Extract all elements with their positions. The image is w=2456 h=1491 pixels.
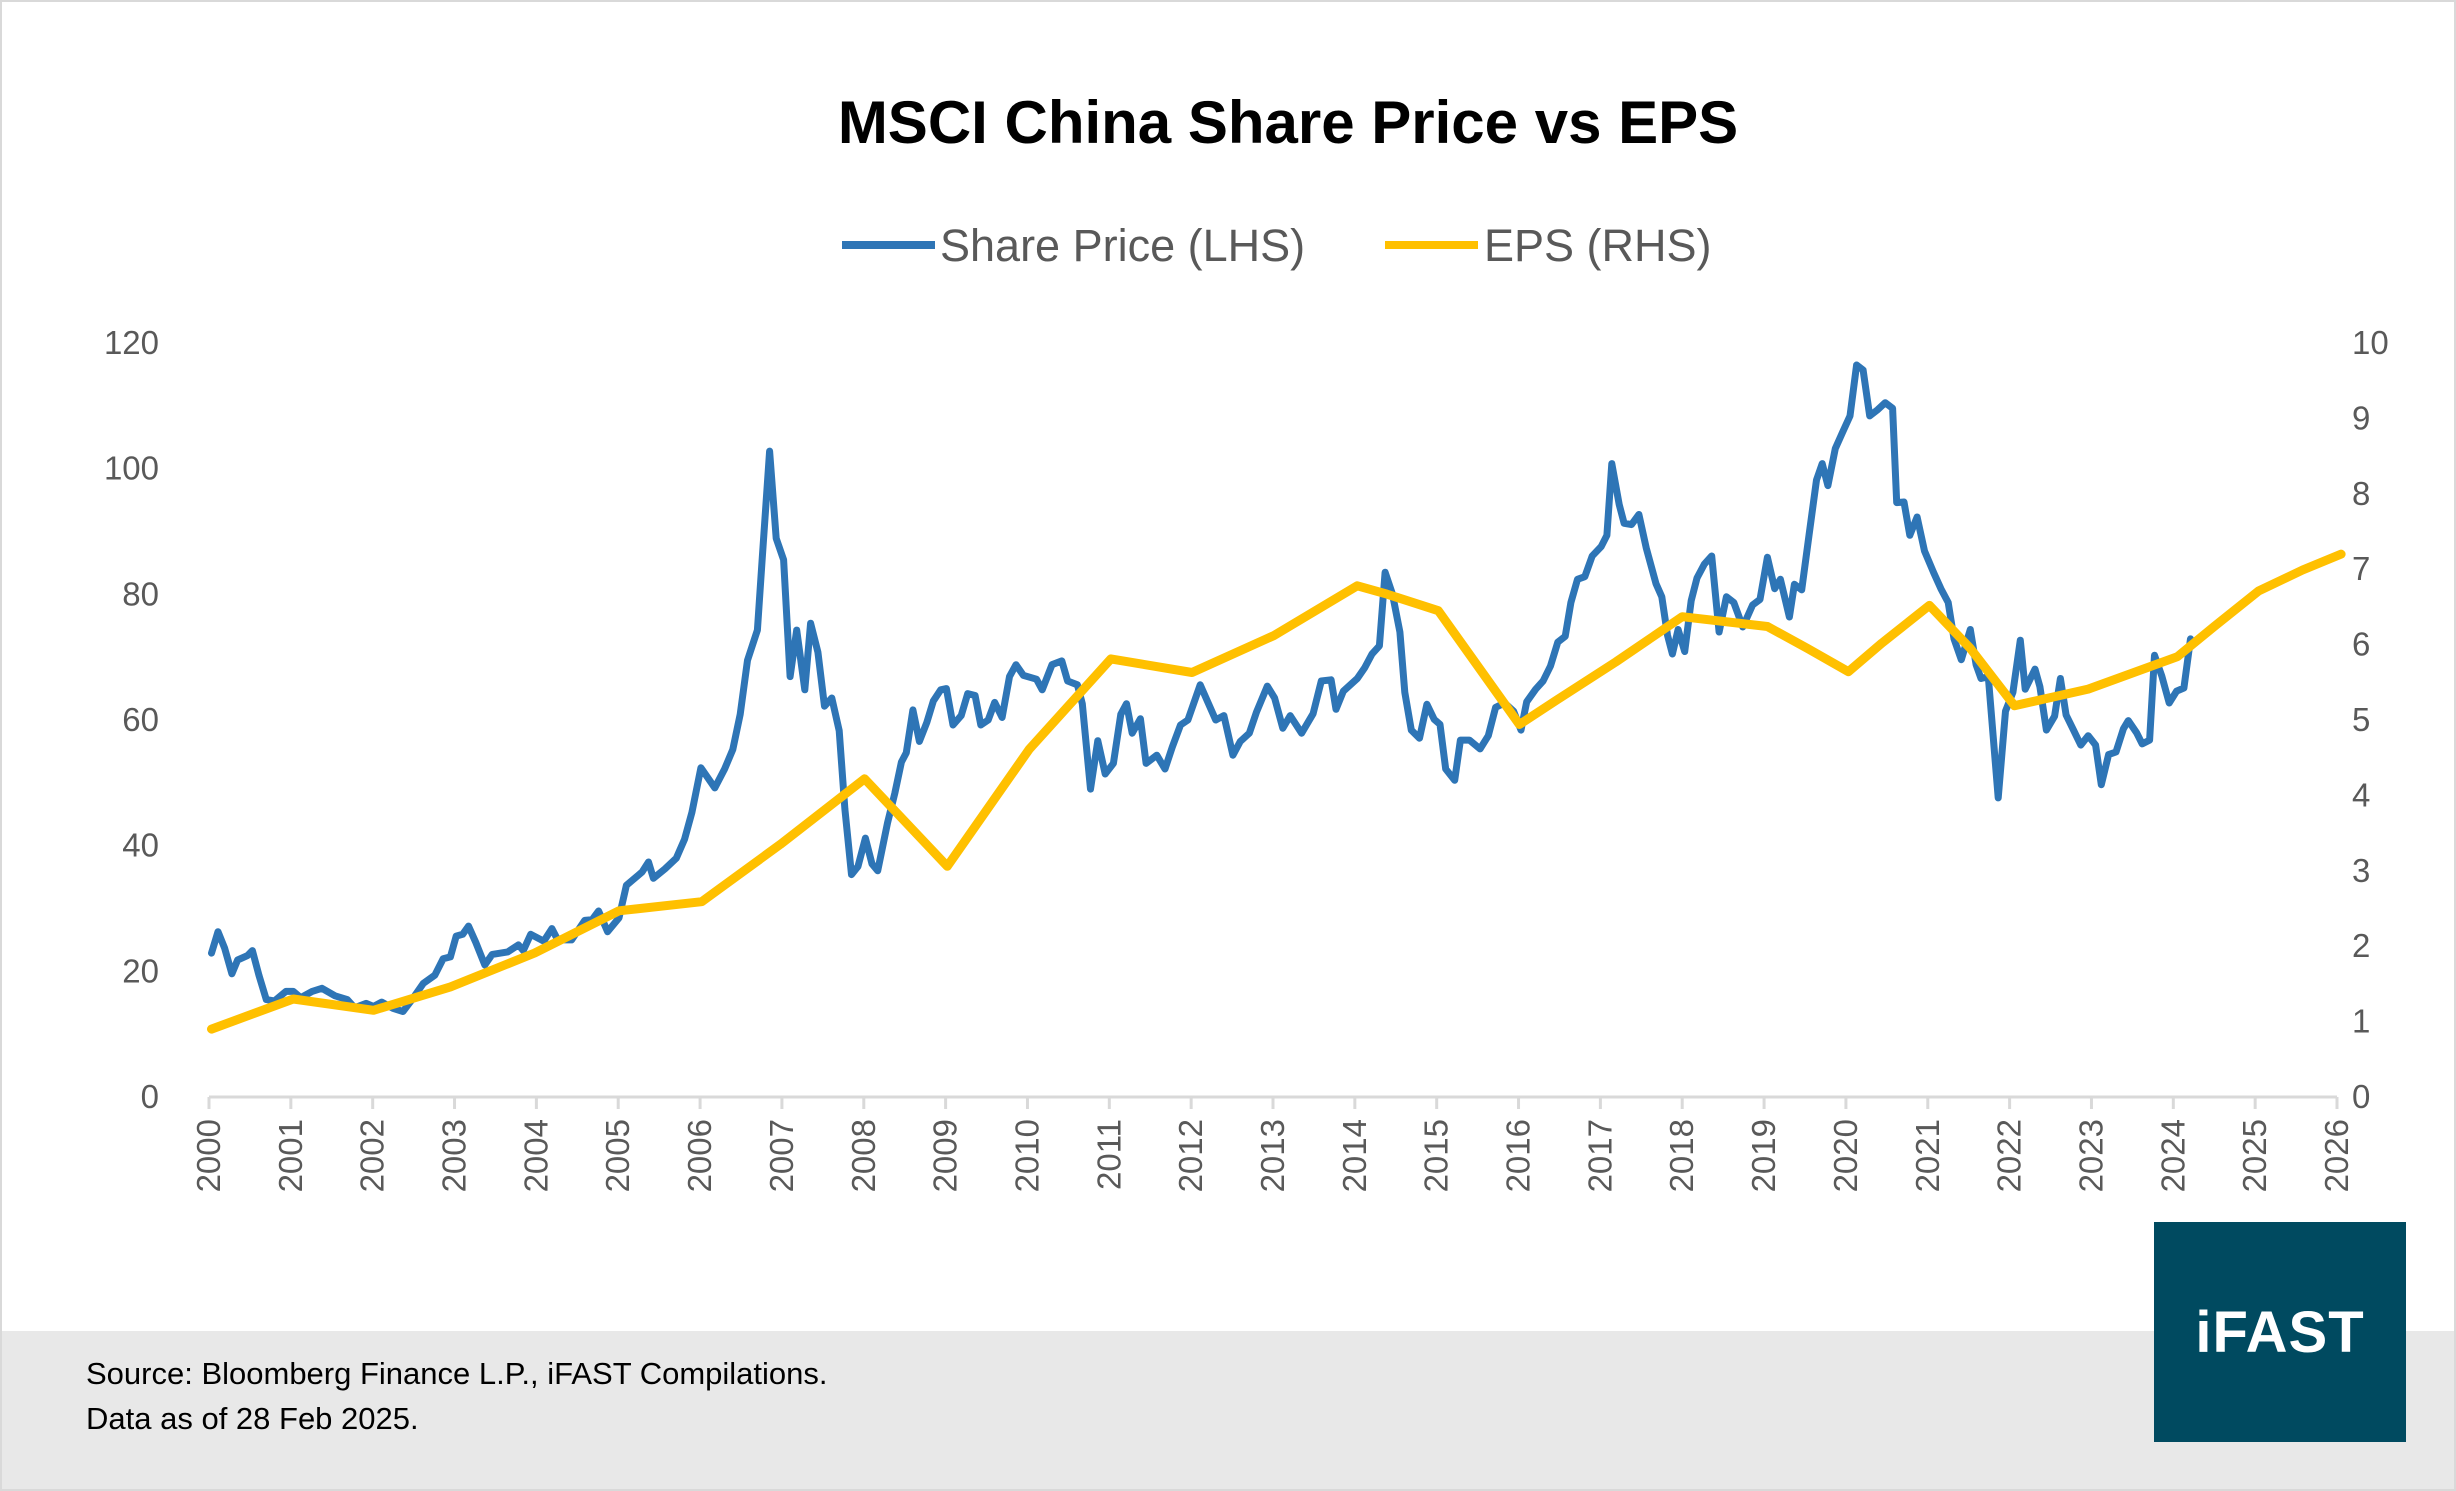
x-tick-label: 2002	[354, 1119, 391, 1192]
y-right-tick-label: 3	[2352, 852, 2370, 889]
x-tick-label: 2014	[1336, 1119, 1373, 1192]
ifast-logo: iFAST	[2154, 1222, 2406, 1442]
y-left-tick-label: 100	[104, 450, 159, 487]
x-tick-label: 2000	[190, 1119, 227, 1192]
x-tick-label: 2019	[1745, 1119, 1782, 1192]
eps-line	[207, 549, 2346, 1034]
y-right-tick-label: 5	[2352, 701, 2370, 738]
y-right-tick-label: 9	[2352, 399, 2370, 436]
y-right-tick-label: 8	[2352, 475, 2370, 512]
x-tick-label: 2013	[1254, 1119, 1291, 1192]
x-tick-label: 2015	[1418, 1119, 1455, 1192]
x-tick-label: 2009	[927, 1119, 964, 1192]
x-tick-label: 2016	[1500, 1119, 1537, 1192]
x-tick-label: 2004	[517, 1119, 554, 1192]
data-date-note: Data as of 28 Feb 2025.	[86, 1401, 419, 1436]
x-tick-label: 2018	[1663, 1119, 1700, 1192]
y-right-tick-label: 4	[2352, 776, 2370, 813]
chart-title: MSCI China Share Price vs EPS	[838, 89, 1738, 156]
x-tick-label: 2005	[599, 1119, 636, 1192]
x-tick-label: 2022	[1991, 1119, 2028, 1192]
legend-label-share-price: Share Price (LHS)	[940, 220, 1305, 271]
y-right-tick-label: 2	[2352, 927, 2370, 964]
y-right-tick-label: 10	[2352, 324, 2389, 361]
x-tick-label: 2011	[1090, 1119, 1127, 1190]
x-tick-label: 2008	[845, 1119, 882, 1192]
x-tick-label: 2001	[272, 1119, 309, 1192]
y-left-tick-label: 20	[122, 952, 159, 989]
share-price-line	[208, 361, 2194, 1015]
x-tick-label: 2017	[1581, 1119, 1618, 1192]
x-tick-label: 2012	[1172, 1119, 1209, 1192]
footer-band	[2, 1331, 2454, 1489]
chart: MSCI China Share Price vs EPS Share Pric…	[104, 89, 2389, 1192]
x-tick-label: 2010	[1008, 1119, 1045, 1192]
y-right-tick-label: 1	[2352, 1003, 2370, 1040]
y-right-tick-label: 0	[2352, 1078, 2370, 1115]
legend: Share Price (LHS) EPS (RHS)	[842, 220, 1712, 271]
source-note: Source: Bloomberg Finance L.P., iFAST Co…	[86, 1356, 828, 1391]
x-tick-label: 2020	[1827, 1119, 1864, 1192]
x-tick-label: 2026	[2318, 1119, 2355, 1192]
y-left-tick-label: 0	[141, 1078, 159, 1115]
x-tick-label: 2006	[681, 1119, 718, 1192]
y-left-tick-label: 80	[122, 575, 159, 612]
y-right-tick-label: 7	[2352, 550, 2370, 587]
y-left-tick-label: 40	[122, 827, 159, 864]
x-tick-label: 2023	[2072, 1119, 2109, 1192]
x-tick-label: 2021	[1909, 1119, 1946, 1192]
y-right-tick-label: 6	[2352, 626, 2370, 663]
y-left-tick-label: 60	[122, 701, 159, 738]
x-tick-label: 2007	[763, 1119, 800, 1192]
x-tick-label: 2024	[2154, 1119, 2191, 1192]
legend-label-eps: EPS (RHS)	[1484, 220, 1712, 271]
x-tick-label: 2003	[436, 1119, 473, 1192]
logo-text: iFAST	[2195, 1299, 2365, 1365]
y-left-tick-label: 120	[104, 324, 159, 361]
x-tick-label: 2025	[2236, 1119, 2273, 1192]
